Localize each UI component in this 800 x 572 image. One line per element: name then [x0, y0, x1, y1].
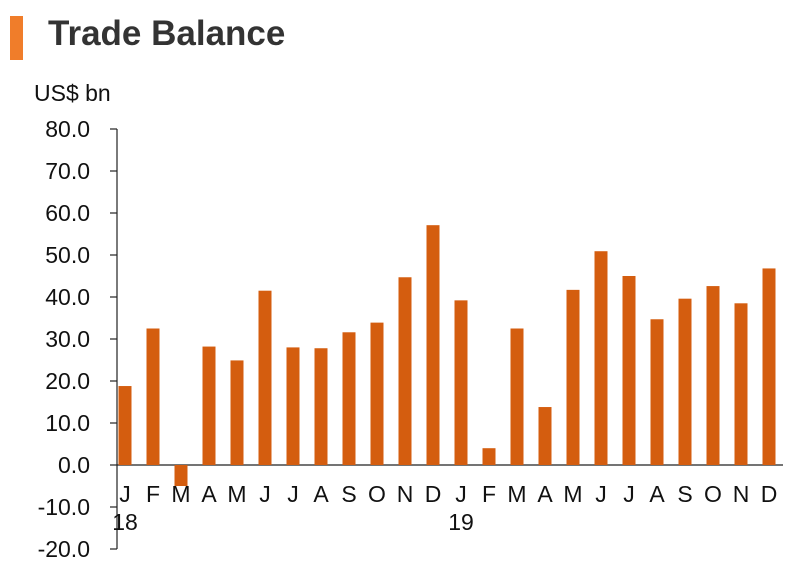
- x-tick-label: D: [761, 481, 778, 507]
- y-tick-label: 30.0: [45, 326, 90, 352]
- y-axis-unit-label: US$ bn: [34, 80, 111, 106]
- bar-2: [146, 328, 160, 465]
- bar-9: [342, 332, 356, 465]
- chart-title: Trade Balance: [48, 14, 286, 53]
- year-label: 18: [112, 509, 138, 535]
- bar-4: [202, 346, 216, 465]
- bar-15: [510, 328, 524, 465]
- bar-11: [398, 277, 412, 465]
- x-tick-label: A: [313, 481, 329, 507]
- bar-17: [566, 289, 580, 465]
- bar-16: [538, 407, 552, 465]
- title-accent-bar: [10, 16, 23, 60]
- y-tick-label: 60.0: [45, 200, 90, 226]
- x-tick-label: J: [119, 481, 131, 507]
- bars: [118, 225, 776, 486]
- x-tick-label: A: [201, 481, 217, 507]
- bar-5: [230, 360, 244, 465]
- x-tick-label: J: [287, 481, 299, 507]
- x-tick-label: J: [623, 481, 635, 507]
- y-tick-label: 0.0: [58, 452, 90, 478]
- bar-18: [594, 251, 608, 465]
- bar-12: [426, 225, 440, 465]
- y-tick-label: 20.0: [45, 368, 90, 394]
- bar-23: [734, 303, 748, 465]
- y-tick-label: 40.0: [45, 284, 90, 310]
- x-tick-label: N: [733, 481, 750, 507]
- x-tick-label: O: [704, 481, 722, 507]
- x-tick-label: M: [171, 481, 190, 507]
- x-axis-labels: J F M A M J J A S O N D J F M A M J J A S O N D18 19: [112, 481, 777, 535]
- x-tick-label: F: [146, 481, 160, 507]
- x-tick-label: J: [455, 481, 467, 507]
- x-tick-label: S: [677, 481, 692, 507]
- x-tick-label: M: [563, 481, 582, 507]
- y-tick-label: 50.0: [45, 242, 90, 268]
- bar-21: [678, 298, 692, 465]
- bar-20: [650, 319, 664, 465]
- bar-6: [258, 290, 272, 465]
- y-tick-label: 70.0: [45, 158, 90, 184]
- x-tick-label: A: [537, 481, 553, 507]
- x-tick-label: F: [482, 481, 496, 507]
- x-tick-label: D: [425, 481, 442, 507]
- x-tick-label: A: [649, 481, 665, 507]
- x-tick-label: J: [595, 481, 607, 507]
- y-tick-label: -20.0: [38, 536, 90, 562]
- x-tick-label: O: [368, 481, 386, 507]
- bar-1: [118, 386, 132, 465]
- x-tick-label: J: [259, 481, 271, 507]
- bar-3: [174, 465, 188, 486]
- x-tick-label: N: [397, 481, 414, 507]
- bar-14: [482, 448, 496, 465]
- y-tick-label: 80.0: [45, 116, 90, 142]
- bar-10: [370, 322, 384, 465]
- y-tick-label: 10.0: [45, 410, 90, 436]
- bar-13: [454, 300, 468, 465]
- bar-24: [762, 268, 776, 465]
- bar-8: [314, 348, 328, 465]
- bar-7: [286, 347, 300, 465]
- year-label: 19: [448, 509, 474, 535]
- y-axis: 80.0 70.0 60.0 50.0 40.0 30.0 20.0 10.0 0.0 -10.0…: [38, 116, 783, 562]
- x-tick-label: S: [341, 481, 356, 507]
- bar-19: [622, 276, 636, 465]
- x-tick-label: M: [227, 481, 246, 507]
- x-tick-label: M: [507, 481, 526, 507]
- y-tick-label: -10.0: [38, 494, 90, 520]
- bar-22: [706, 286, 720, 465]
